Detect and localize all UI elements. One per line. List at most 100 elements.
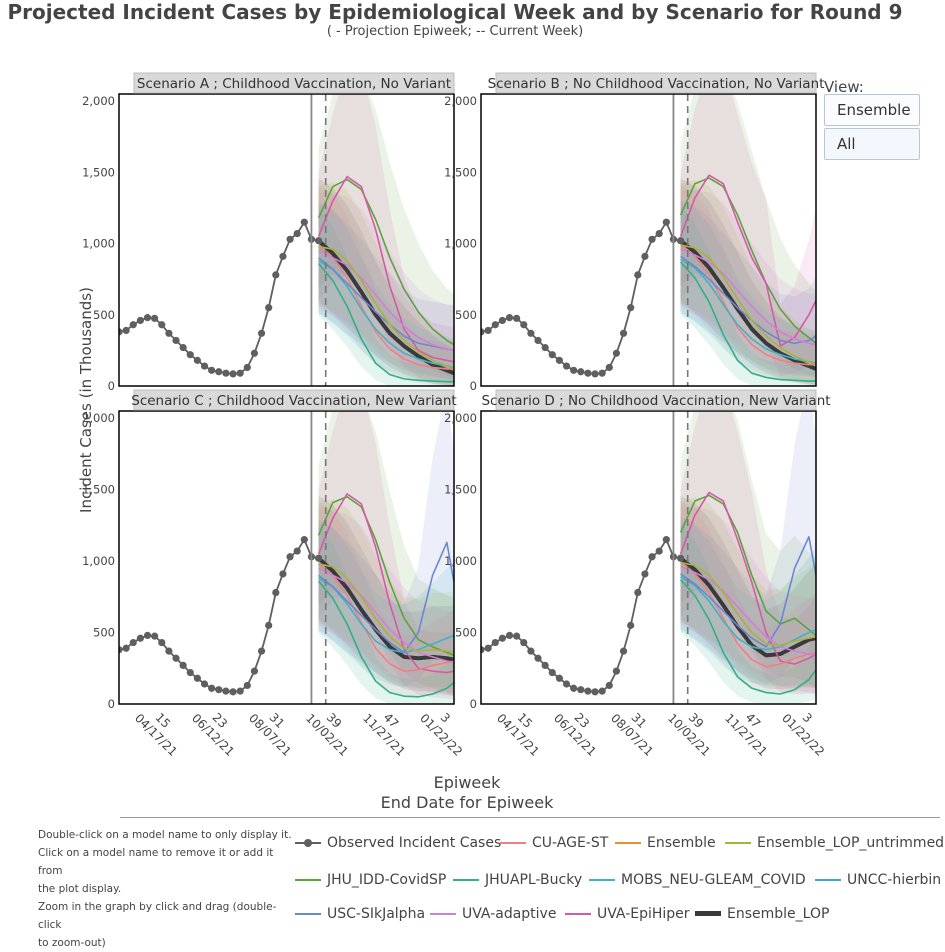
- observed-point[interactable]: [541, 343, 549, 352]
- observed-point[interactable]: [293, 229, 301, 238]
- observed-point[interactable]: [676, 554, 685, 562]
- observed-point[interactable]: [257, 329, 266, 337]
- series-UVA-EpiHiper[interactable]: [679, 174, 816, 347]
- observed-point[interactable]: [129, 638, 137, 647]
- observed-point[interactable]: [570, 366, 578, 374]
- observed-point[interactable]: [676, 237, 685, 245]
- observed-point[interactable]: [562, 362, 571, 370]
- observed-point[interactable]: [293, 547, 301, 555]
- observed-point[interactable]: [598, 687, 606, 695]
- observed-point[interactable]: [236, 369, 244, 377]
- observed-point[interactable]: [491, 638, 499, 647]
- series-Ensemble_LOP[interactable]: [317, 556, 454, 662]
- observed-point[interactable]: [229, 688, 237, 696]
- observed-point[interactable]: [534, 336, 542, 345]
- observed-point[interactable]: [314, 237, 323, 245]
- observed-point[interactable]: [300, 536, 308, 544]
- series-CU-AGE-ST[interactable]: [680, 561, 816, 668]
- observed-point[interactable]: [257, 647, 266, 655]
- observed-point[interactable]: [172, 336, 180, 345]
- series-Ensemble_LOP_untrimmed[interactable]: [680, 244, 816, 366]
- observed-point[interactable]: [505, 314, 514, 322]
- observed-point[interactable]: [236, 687, 244, 695]
- observed-point[interactable]: [634, 271, 642, 279]
- legend-item[interactable]: CU-AGE-ST: [500, 833, 608, 853]
- observed-point[interactable]: [243, 681, 251, 690]
- observed-point[interactable]: [122, 326, 130, 335]
- observed-point[interactable]: [186, 668, 194, 677]
- observed-point[interactable]: [179, 661, 187, 670]
- observed-point[interactable]: [662, 218, 670, 226]
- observed-point[interactable]: [222, 687, 230, 695]
- observed-point[interactable]: [562, 680, 571, 688]
- observed-point[interactable]: [279, 252, 287, 260]
- observed-point[interactable]: [648, 553, 656, 561]
- observed-point[interactable]: [300, 218, 308, 226]
- legend-item[interactable]: MOBS_NEU-GLEAM_COVID: [589, 870, 806, 890]
- observed-point[interactable]: [477, 328, 485, 336]
- legend-item[interactable]: JHUAPL-Bucky: [453, 870, 582, 890]
- observed-line[interactable]: [119, 537, 319, 693]
- legend-item[interactable]: UVA-adaptive: [430, 904, 556, 922]
- observed-point[interactable]: [498, 316, 506, 325]
- series-UVA-adaptive[interactable]: [318, 567, 454, 664]
- series-MOBS_NEU-GLEAM_COVID[interactable]: [318, 259, 454, 369]
- panel-0[interactable]: Scenario A ; Childhood Vaccination, No V…: [82, 67, 455, 393]
- series-Ensemble_LOP[interactable]: [317, 239, 454, 376]
- observed-point[interactable]: [193, 674, 202, 682]
- series-UVA-adaptive[interactable]: [680, 248, 816, 346]
- observed-point[interactable]: [286, 553, 294, 561]
- observed-point[interactable]: [165, 329, 173, 337]
- observed-point[interactable]: [265, 621, 273, 629]
- legend-item[interactable]: JHU_IDD-CovidSP: [295, 870, 446, 890]
- observed-point[interactable]: [605, 363, 613, 372]
- observed-point[interactable]: [165, 647, 173, 655]
- series-USC-SIkJalpha[interactable]: [680, 535, 816, 648]
- series-MOBS_NEU-GLEAM_COVID[interactable]: [680, 258, 816, 364]
- observed-point[interactable]: [143, 631, 152, 639]
- series-USC-SIkJalpha[interactable]: [318, 541, 454, 654]
- observed-point[interactable]: [541, 661, 549, 670]
- observed-line[interactable]: [119, 220, 319, 375]
- observed-point[interactable]: [527, 329, 535, 337]
- series-Ensemble_LOP_untrimmed[interactable]: [680, 561, 816, 647]
- series-Ensemble_LOP_untrimmed[interactable]: [318, 563, 454, 654]
- observed-point[interactable]: [314, 554, 323, 562]
- observed-point[interactable]: [598, 369, 606, 377]
- observed-point[interactable]: [250, 667, 259, 675]
- series-CU-AGE-ST[interactable]: [318, 245, 454, 370]
- observed-point[interactable]: [279, 570, 287, 578]
- legend-item[interactable]: Ensemble_LOP_untrimmed: [725, 833, 944, 853]
- chart-area[interactable]: Scenario A ; Childhood Vaccination, No V…: [0, 0, 945, 815]
- observed-point[interactable]: [605, 681, 613, 690]
- observed-line[interactable]: [481, 537, 681, 693]
- legend-item[interactable]: UVA-EpiHiper: [565, 904, 690, 922]
- observed-point[interactable]: [520, 321, 528, 329]
- observed-point[interactable]: [477, 646, 485, 654]
- observed-point[interactable]: [641, 570, 649, 578]
- observed-point[interactable]: [286, 235, 294, 243]
- series-UVA-EpiHiper[interactable]: [679, 491, 816, 665]
- observed-point[interactable]: [179, 343, 187, 352]
- observed-point[interactable]: [122, 644, 130, 652]
- observed-point[interactable]: [172, 654, 180, 662]
- observed-point[interactable]: [158, 321, 166, 329]
- observed-point[interactable]: [208, 366, 216, 374]
- observed-point[interactable]: [648, 235, 656, 243]
- observed-point[interactable]: [534, 654, 542, 662]
- legend-item[interactable]: USC-SIkJalpha: [295, 904, 425, 922]
- observed-point[interactable]: [200, 362, 209, 370]
- series-JHUAPL-Bucky[interactable]: [317, 262, 454, 383]
- legend-item[interactable]: UNCC-hierbin: [815, 870, 941, 890]
- series-Ensemble_LOP_untrimmed[interactable]: [318, 245, 454, 370]
- panel-2[interactable]: Scenario C ; Childhood Vaccination, New …: [82, 384, 476, 759]
- series-UVA-EpiHiper[interactable]: [317, 493, 454, 674]
- observed-point[interactable]: [627, 621, 635, 629]
- observed-point[interactable]: [662, 536, 670, 544]
- observed-point[interactable]: [612, 667, 621, 675]
- series-CU-AGE-ST[interactable]: [318, 563, 454, 672]
- observed-point[interactable]: [484, 326, 492, 335]
- series-MOBS_NEU-GLEAM_COVID[interactable]: [680, 576, 816, 651]
- series-JHU_IDD-CovidSP[interactable]: [317, 495, 454, 657]
- observed-point[interactable]: [136, 634, 144, 642]
